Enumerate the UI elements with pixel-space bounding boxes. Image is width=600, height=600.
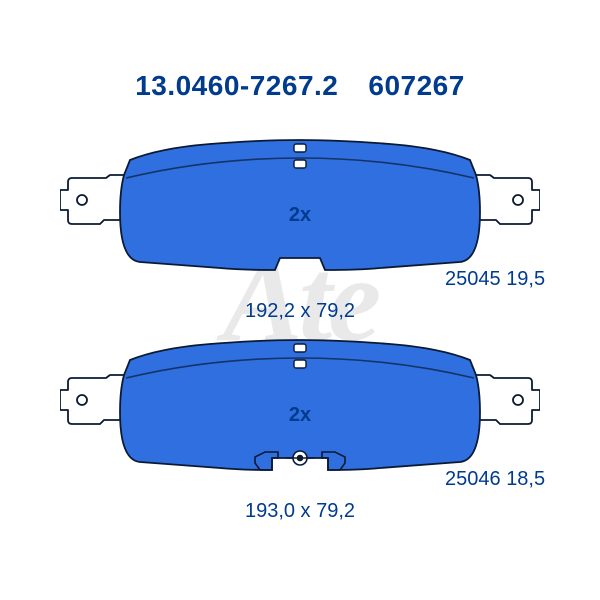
bottom-pad-dimensions: 193,0 x 79,2 [245, 500, 355, 523]
bottom-pad-thickness: 18,5 [506, 468, 545, 490]
top-pad-group: 2x [60, 130, 540, 290]
bottom-pad-ref-thickness: 25046 18,5 [445, 468, 545, 491]
top-pad-thickness: 19,5 [506, 268, 545, 290]
header: 13.0460-7267.2 607267 [0, 70, 600, 102]
top-pad-ref-thickness: 25045 19,5 [445, 268, 545, 291]
part-number: 13.0460-7267.2 [135, 70, 338, 101]
bottom-pad-group: 2x [60, 330, 540, 490]
top-pad-qty: 2x [289, 204, 311, 227]
top-pad-ref: 25045 [445, 268, 501, 290]
bottom-pad-qty: 2x [289, 404, 311, 427]
short-code: 607267 [368, 70, 464, 101]
bottom-pad-ref: 25046 [445, 468, 501, 490]
diagram-stage: Ate 13.0460-7267.2607267 [0, 0, 600, 600]
top-pad-dimensions: 192,2 x 79,2 [245, 300, 355, 323]
